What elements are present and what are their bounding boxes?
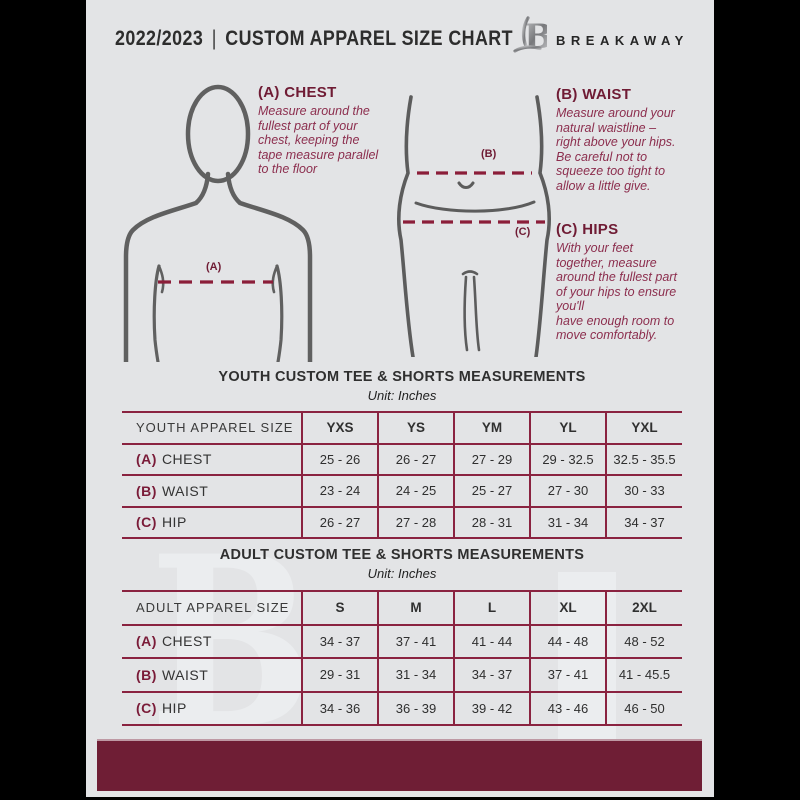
- youth-size-col: YL: [529, 411, 606, 444]
- youth-table-title: YOUTH CUSTOM TEE & SHORTS MEASUREMENTS: [218, 369, 586, 385]
- table-cell: 28 - 31: [453, 505, 530, 539]
- adult-size-label-header: ADULT APPAREL SIZE: [122, 590, 302, 625]
- row-prefix: (C): [136, 514, 157, 531]
- youth-table-unit: Unit: Inches: [367, 388, 437, 403]
- hips-heading: (C) HIPS: [556, 221, 619, 238]
- table-cell: 29 - 31: [301, 657, 378, 692]
- header-separator: |: [211, 27, 217, 50]
- svg-text:B: B: [524, 17, 547, 56]
- table-cell: 26 - 27: [377, 442, 454, 475]
- table-cell: 34 - 36: [301, 690, 378, 726]
- youth-size-label-header: YOUTH APPAREL SIZE: [122, 411, 302, 444]
- row-label: WAIST: [161, 666, 209, 683]
- table-cell: 29 - 32.5: [529, 442, 606, 475]
- table-cell: 34 - 37: [453, 657, 530, 692]
- adult-size-col: M: [377, 590, 454, 625]
- table-cell: 37 - 41: [529, 657, 606, 692]
- row-label: CHEST: [161, 451, 212, 468]
- table-cell: 26 - 27: [301, 505, 378, 539]
- hip-figure-label: (C): [515, 226, 531, 238]
- chart-title: CUSTOM APPAREL SIZE CHART: [225, 27, 513, 50]
- row-prefix: (A): [136, 451, 157, 468]
- adult-size-col: XL: [529, 590, 606, 625]
- table-cell: 41 - 45.5: [605, 657, 682, 692]
- waist-instructions: Measure around your natural waistline – …: [556, 106, 676, 193]
- adult-chest-row: (A) CHEST 34 - 37 37 - 41 41 - 44 44 - 48…: [122, 623, 682, 658]
- table-cell: 43 - 46: [529, 690, 606, 726]
- row-prefix: (B): [136, 666, 157, 683]
- waist-hip-figure: [397, 95, 551, 357]
- table-cell: 46 - 50: [605, 690, 682, 726]
- adult-size-table: ADULT APPAREL SIZE S M L XL 2XL (A) CHEST…: [122, 590, 682, 726]
- chest-instructions: Measure around the fullest part of your …: [258, 104, 379, 176]
- table-cell: 31 - 34: [377, 657, 454, 692]
- row-label: HIP: [161, 514, 187, 531]
- youth-size-col: YXS: [301, 411, 378, 444]
- hips-instructions: With your feet together, measure around …: [556, 241, 677, 342]
- row-prefix: (A): [136, 633, 157, 650]
- row-label: HIP: [161, 700, 187, 717]
- youth-size-col: YXL: [605, 411, 682, 444]
- header-title: 2022/2023 | CUSTOM APPAREL SIZE CHART: [115, 27, 513, 51]
- table-cell: 41 - 44: [453, 623, 530, 658]
- row-label: WAIST: [161, 482, 209, 499]
- youth-chest-row: (A) CHEST 25 - 26 26 - 27 27 - 29 29 - 32…: [122, 442, 682, 475]
- row-prefix: (B): [136, 482, 157, 499]
- chest-figure-label: (A): [206, 261, 222, 273]
- table-cell: 24 - 25: [377, 474, 454, 507]
- adult-table-unit: Unit: Inches: [367, 566, 437, 581]
- brand-wordmark: BREAKAWAY: [556, 33, 689, 48]
- adult-size-col: S: [301, 590, 378, 625]
- table-cell: 27 - 30: [529, 474, 606, 507]
- youth-size-col: YS: [377, 411, 454, 444]
- table-cell: 23 - 24: [301, 474, 378, 507]
- youth-size-table: YOUTH APPAREL SIZE YXS YS YM YL YXL (A) C…: [122, 411, 682, 539]
- table-cell: 34 - 37: [605, 505, 682, 539]
- row-label: CHEST: [161, 633, 212, 650]
- youth-size-col: YM: [453, 411, 530, 444]
- youth-waist-row: (B) WAIST 23 - 24 24 - 25 25 - 27 27 - 30…: [122, 474, 682, 507]
- table-cell: 48 - 52: [605, 623, 682, 658]
- adult-size-col: L: [453, 590, 530, 625]
- youth-hip-row: (C) HIP 26 - 27 27 - 28 28 - 31 31 - 34 3…: [122, 505, 682, 539]
- table-cell: 36 - 39: [377, 690, 454, 726]
- season-label: 2022/2023: [115, 27, 204, 50]
- adult-hip-row: (C) HIP 34 - 36 36 - 39 39 - 42 43 - 46 4…: [122, 690, 682, 726]
- table-cell: 27 - 29: [453, 442, 530, 475]
- table-cell: 32.5 - 35.5: [605, 442, 682, 475]
- table-cell: 34 - 37: [301, 623, 378, 658]
- adult-size-col: 2XL: [605, 590, 682, 625]
- flyer-page: B 2022/2023 | CUSTOM APPAREL SIZE CHART B …: [86, 0, 714, 797]
- footer-bar: [97, 739, 702, 791]
- adult-waist-row: (B) WAIST 29 - 31 31 - 34 34 - 37 37 - 41…: [122, 657, 682, 692]
- table-cell: 25 - 26: [301, 442, 378, 475]
- chest-torso-figure: [123, 84, 313, 362]
- table-cell: 39 - 42: [453, 690, 530, 726]
- waist-heading: (B) WAIST: [556, 86, 632, 103]
- table-cell: 27 - 28: [377, 505, 454, 539]
- chest-heading: (A) CHEST: [258, 84, 337, 101]
- table-cell: 31 - 34: [529, 505, 606, 539]
- breakaway-logo-icon: B: [513, 16, 547, 56]
- adult-header-row: ADULT APPAREL SIZE S M L XL 2XL: [122, 590, 682, 625]
- youth-header-row: YOUTH APPAREL SIZE YXS YS YM YL YXL: [122, 411, 682, 444]
- adult-table-title: ADULT CUSTOM TEE & SHORTS MEASUREMENTS: [219, 547, 585, 563]
- table-cell: 25 - 27: [453, 474, 530, 507]
- table-cell: 44 - 48: [529, 623, 606, 658]
- waist-figure-label: (B): [481, 148, 497, 160]
- table-cell: 30 - 33: [605, 474, 682, 507]
- table-cell: 37 - 41: [377, 623, 454, 658]
- row-prefix: (C): [136, 700, 157, 717]
